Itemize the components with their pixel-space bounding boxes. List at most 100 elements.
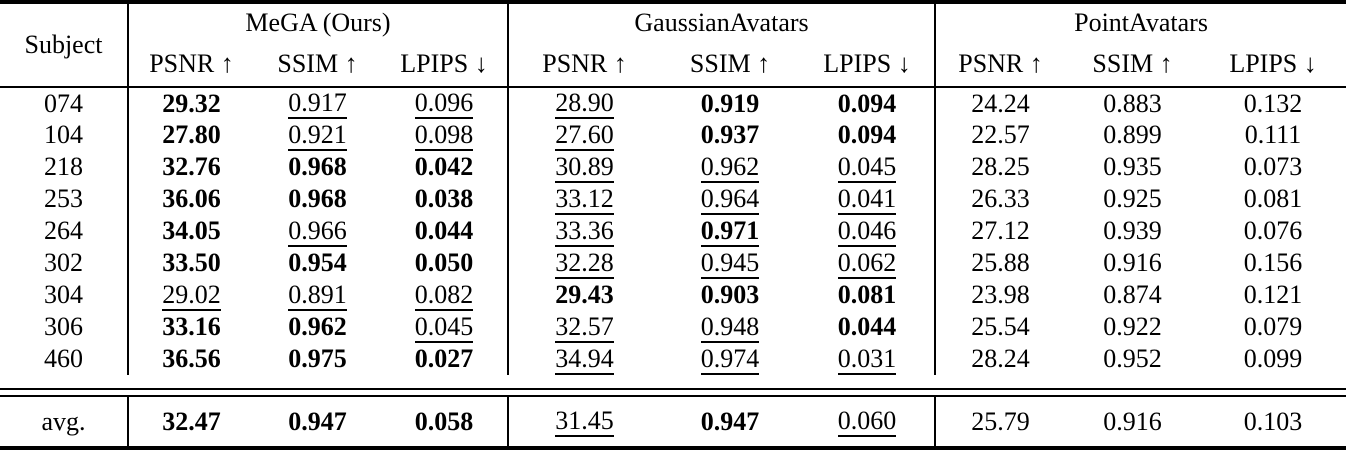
metric-label: LPIPS xyxy=(400,49,475,78)
value-cell: 0.883 xyxy=(1065,87,1200,119)
metric-header-ssim: SSIM ↑ xyxy=(254,42,381,88)
metric-value: 33.16 xyxy=(162,312,221,342)
value-cell: 29.02 xyxy=(127,279,254,312)
value-cell: 0.921 xyxy=(254,119,381,151)
group-header-mega: MeGA (Ours) xyxy=(126,2,509,42)
metric-header-lpips: LPIPS ↓ xyxy=(381,42,509,88)
metric-value: 32.28 xyxy=(555,248,614,279)
value-cell: 36.06 xyxy=(127,183,254,216)
value-cell: 0.111 xyxy=(1200,119,1346,151)
subject-row: 460 36.56 0.975 0.027 34.94 0.974 0.031 28.24 0.… xyxy=(0,343,1346,376)
value-cell: 25.79 xyxy=(934,396,1066,449)
value-cell: 0.046 xyxy=(800,215,935,247)
metric-value: 24.24 xyxy=(971,88,1030,118)
subject-row: 253 36.06 0.968 0.038 33.12 0.964 0.041 26.33 0.… xyxy=(0,183,1346,216)
value-cell: 0.041 xyxy=(800,183,935,215)
subject-column-header: Subject xyxy=(0,2,128,88)
value-cell: 0.156 xyxy=(1200,247,1346,279)
metric-value: 0.874 xyxy=(1103,280,1162,310)
metric-value: 0.974 xyxy=(700,344,760,375)
metric-header-ssim: SSIM ↑ xyxy=(660,42,801,88)
subject-row: 306 33.16 0.962 0.045 32.57 0.948 0.044 25.54 0.… xyxy=(0,311,1346,344)
metric-value: 27.12 xyxy=(971,216,1030,246)
value-cell: 32.28 xyxy=(507,247,661,280)
metric-value: 34.94 xyxy=(555,344,614,375)
table-footer: avg. 32.47 0.947 0.058 31.45 0.947 0.060 25.79 0… xyxy=(0,375,1346,449)
metric-header-lpips: LPIPS ↓ xyxy=(800,42,936,88)
results-table: Subject MeGA (Ours) GaussianAvatars Poin… xyxy=(0,0,1346,451)
metric-value: 36.06 xyxy=(162,184,221,214)
metric-value: 0.041 xyxy=(837,184,897,215)
metric-value: 29.02 xyxy=(162,280,221,311)
metric-value: 0.044 xyxy=(837,312,897,342)
metric-value: 0.050 xyxy=(414,248,474,278)
subject-row: 104 27.80 0.921 0.098 27.60 0.937 0.094 22.57 0.… xyxy=(0,119,1346,152)
metric-value: 0.073 xyxy=(1243,152,1303,182)
value-cell: 24.24 xyxy=(934,87,1066,120)
value-cell: 36.56 xyxy=(127,343,254,376)
metric-value: 0.962 xyxy=(700,152,760,183)
subject-cell: 460 xyxy=(44,344,83,374)
metric-value: 0.899 xyxy=(1103,120,1162,150)
value-cell: 0.935 xyxy=(1065,151,1200,183)
metric-value: 0.081 xyxy=(1243,184,1303,214)
metric-value: 32.47 xyxy=(162,406,221,436)
value-cell: 28.24 xyxy=(934,343,1066,376)
metric-value: 32.57 xyxy=(555,312,614,343)
value-cell: 0.891 xyxy=(254,279,381,311)
metric-value: 32.76 xyxy=(162,152,221,182)
value-cell: 0.968 xyxy=(254,183,381,215)
value-cell: 0.031 xyxy=(800,343,935,375)
metric-value: 0.096 xyxy=(414,89,474,120)
value-cell: 27.12 xyxy=(934,215,1066,248)
value-cell: 29.32 xyxy=(127,87,254,120)
value-cell: 32.47 xyxy=(127,396,254,449)
value-cell: 0.874 xyxy=(1065,279,1200,311)
metric-value: 25.88 xyxy=(971,248,1030,278)
metric-value: 0.094 xyxy=(837,88,897,118)
value-cell: 0.903 xyxy=(660,279,800,311)
value-cell: 0.060 xyxy=(800,396,935,448)
metric-value: 0.027 xyxy=(414,344,474,374)
value-cell: 28.25 xyxy=(934,151,1066,184)
value-cell: 0.044 xyxy=(381,215,508,247)
metric-value: 33.12 xyxy=(555,184,614,215)
metric-value: 30.89 xyxy=(555,152,614,183)
metric-label: PSNR xyxy=(542,49,614,78)
metric-value: 0.060 xyxy=(837,407,897,438)
metric-value: 0.962 xyxy=(288,312,347,342)
value-cell: 0.964 xyxy=(660,183,800,215)
metric-value: 0.939 xyxy=(1103,216,1162,246)
metric-value: 0.925 xyxy=(1103,184,1162,214)
value-cell: 0.073 xyxy=(1200,151,1346,183)
metric-value: 0.098 xyxy=(414,120,474,151)
metric-value: 0.044 xyxy=(414,216,474,246)
subject-cell: 306 xyxy=(44,312,83,342)
value-cell: 0.925 xyxy=(1065,183,1200,215)
value-cell: 0.899 xyxy=(1065,119,1200,151)
metric-value: 23.98 xyxy=(971,280,1030,310)
value-cell: 0.971 xyxy=(660,215,800,247)
group-header-row: Subject MeGA (Ours) GaussianAvatars Poin… xyxy=(0,2,1346,88)
value-cell: 29.43 xyxy=(507,279,661,312)
value-cell: 33.50 xyxy=(127,247,254,280)
metric-value: 0.132 xyxy=(1243,88,1303,118)
metric-value: 0.947 xyxy=(700,406,760,436)
metric-value: 0.038 xyxy=(414,184,474,214)
metric-value: 0.966 xyxy=(288,216,347,247)
metric-value: 26.33 xyxy=(971,184,1030,214)
metric-value: 0.952 xyxy=(1103,344,1162,374)
value-cell: 22.57 xyxy=(934,119,1066,152)
metric-value: 27.80 xyxy=(162,120,221,150)
subject-row: 264 34.05 0.966 0.044 33.36 0.971 0.046 27.12 0.… xyxy=(0,215,1346,248)
metric-value: 28.25 xyxy=(971,152,1030,182)
metric-label: LPIPS xyxy=(1229,49,1304,78)
value-cell: 0.974 xyxy=(660,343,800,375)
metric-value: 0.099 xyxy=(1243,344,1303,374)
average-row: avg. 32.47 0.947 0.058 31.45 0.947 0.060 25.79 0… xyxy=(0,396,1346,449)
metric-value: 0.948 xyxy=(700,312,760,343)
value-cell: 0.050 xyxy=(381,247,508,279)
metric-value: 0.947 xyxy=(288,406,347,436)
value-cell: 0.094 xyxy=(800,119,935,151)
value-cell: 27.80 xyxy=(127,119,254,152)
